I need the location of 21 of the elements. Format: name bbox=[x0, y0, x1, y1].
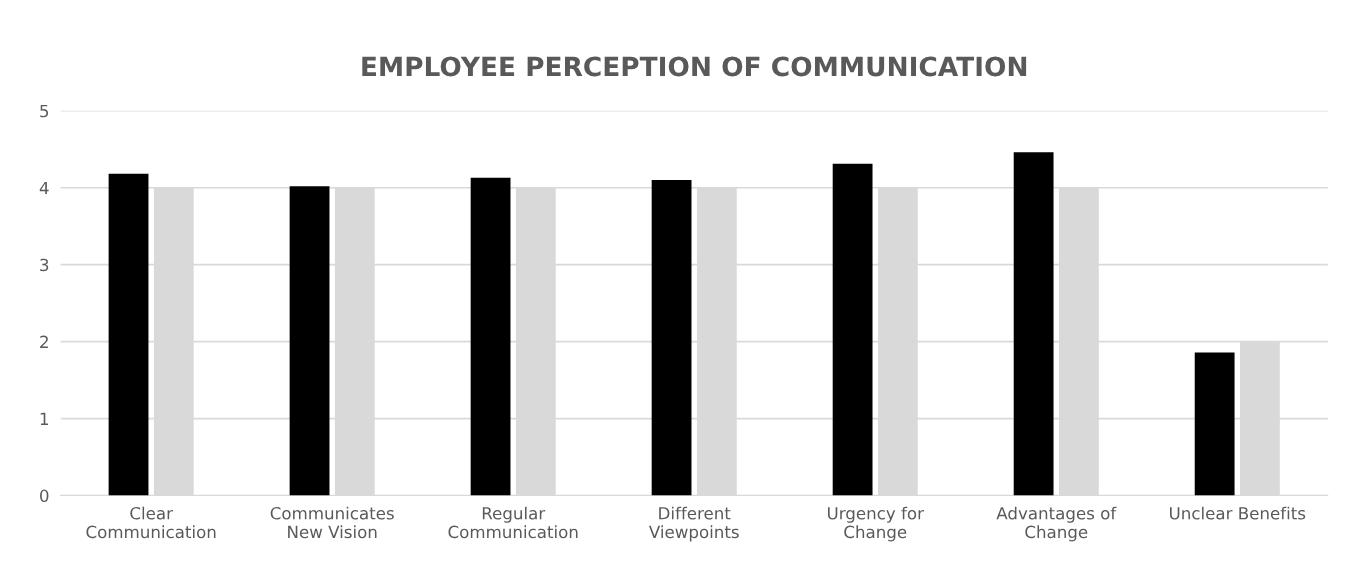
y-tick-label: 4 bbox=[39, 181, 49, 195]
bar bbox=[470, 177, 511, 496]
y-tick-label: 0 bbox=[40, 489, 49, 503]
x-tick-label: Clear Communication bbox=[86, 506, 216, 539]
x-tick-label: Urgency for Change bbox=[827, 506, 924, 542]
x-tick-label: Communicates New Vision bbox=[270, 506, 394, 539]
y-tick-label: 2 bbox=[40, 335, 48, 348]
chart-title: EMPLOYEE PERCEPTION OF COMMUNICATION bbox=[362, 56, 1027, 77]
bar bbox=[1013, 152, 1054, 496]
bar bbox=[108, 173, 149, 496]
bar bbox=[832, 163, 873, 496]
x-tick-label: Regular Communication bbox=[448, 506, 578, 539]
y-tick-label: 3 bbox=[40, 258, 49, 272]
bar bbox=[651, 180, 692, 496]
x-tick-label: Advantages of Change bbox=[996, 506, 1117, 542]
y-tick-label: 5 bbox=[40, 104, 49, 118]
y-tick-label: 1 bbox=[40, 412, 49, 425]
bar bbox=[1194, 352, 1235, 496]
x-tick-label: Unclear Benefits bbox=[1170, 506, 1306, 520]
bar bbox=[289, 186, 330, 496]
x-tick-label: Different Viewpoints bbox=[648, 506, 739, 542]
